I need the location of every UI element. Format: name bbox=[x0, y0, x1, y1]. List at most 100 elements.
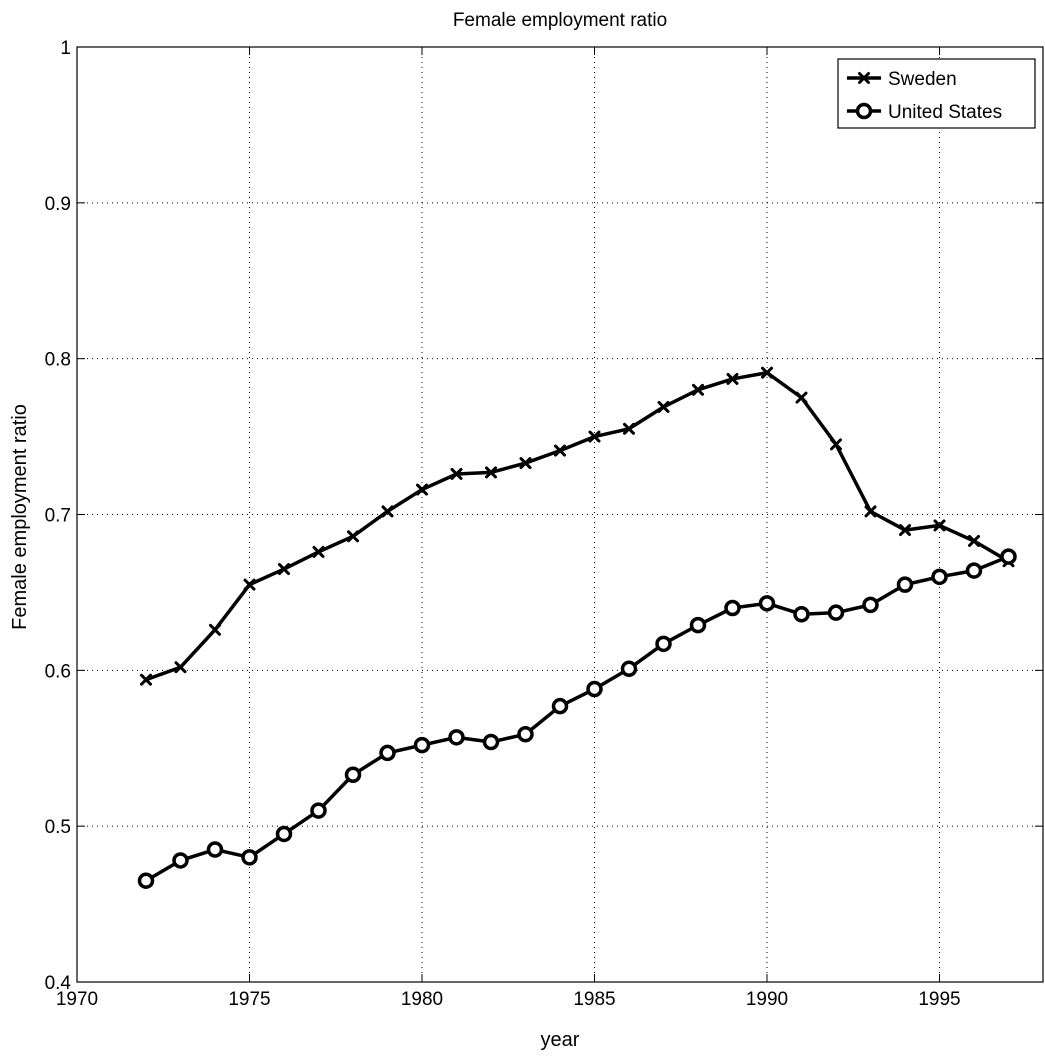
marker-stroke bbox=[278, 563, 290, 576]
data-point-united-states bbox=[724, 599, 741, 617]
y-tick-label: 0.4 bbox=[45, 973, 72, 994]
data-point-sweden bbox=[278, 563, 290, 576]
marker-stroke bbox=[933, 519, 946, 532]
data-point-sweden bbox=[209, 623, 221, 636]
data-point-sweden bbox=[519, 457, 532, 470]
data-point-sweden bbox=[243, 578, 256, 591]
marker-stroke bbox=[657, 400, 670, 413]
data-point-sweden bbox=[830, 438, 842, 451]
marker-stroke bbox=[858, 72, 870, 84]
data-point-sweden bbox=[795, 391, 808, 404]
data-point-sweden bbox=[726, 372, 739, 385]
x-axis-label: year bbox=[541, 1029, 580, 1051]
data-point-sweden bbox=[554, 444, 566, 457]
data-point-sweden bbox=[692, 383, 704, 396]
data-point-sweden bbox=[450, 467, 463, 480]
y-tick-label: 0.6 bbox=[45, 661, 71, 682]
marker-stroke bbox=[174, 661, 187, 674]
data-point-united-states bbox=[379, 744, 396, 762]
data-point-united-states bbox=[655, 635, 672, 653]
legend-box bbox=[837, 58, 1036, 129]
y-tick-label: 0.9 bbox=[45, 194, 71, 215]
marker-stroke bbox=[726, 372, 739, 385]
data-point-united-states bbox=[793, 605, 810, 623]
data-point-sweden bbox=[968, 534, 980, 547]
data-series bbox=[137, 366, 1017, 889]
marker-stroke bbox=[312, 545, 325, 558]
marker-stroke bbox=[243, 578, 256, 591]
y-axis-label: Female employment ratio bbox=[9, 404, 31, 630]
marker-stroke bbox=[830, 438, 842, 451]
series-line-united-states bbox=[145, 554, 1010, 883]
marker-stroke bbox=[623, 422, 635, 435]
legend-entry-united-states: United States bbox=[847, 102, 1002, 123]
marker-stroke bbox=[140, 673, 152, 686]
data-point-united-states bbox=[931, 568, 948, 586]
data-point-united-states bbox=[448, 729, 465, 746]
data-point-united-states bbox=[896, 576, 914, 593]
chart-title: Female employment ratio bbox=[453, 10, 667, 31]
x-tick-label: 1995 bbox=[918, 989, 960, 1010]
marker-stroke bbox=[347, 530, 359, 543]
data-point-sweden bbox=[381, 505, 394, 518]
data-point-sweden bbox=[140, 673, 152, 686]
data-point-sweden bbox=[485, 466, 497, 479]
marker-stroke bbox=[692, 383, 704, 396]
data-point-united-states bbox=[689, 616, 707, 634]
marker-stroke bbox=[519, 457, 532, 470]
legend-marker bbox=[855, 102, 873, 120]
data-point-united-states bbox=[827, 604, 845, 621]
data-point-united-states bbox=[965, 562, 983, 579]
data-point-united-states bbox=[551, 697, 569, 715]
axis-ticks: 1970 1975 1980 1985 1990 1995 0.4 0.5 0.6 0.7 0.8 0… bbox=[45, 38, 1043, 1010]
series-sweden bbox=[140, 366, 1015, 686]
legend: Sweden United States bbox=[837, 58, 1036, 129]
data-point-united-states bbox=[620, 660, 638, 678]
series-line-sweden bbox=[145, 370, 1010, 682]
x-tick-label: 1980 bbox=[401, 989, 443, 1010]
marker-stroke bbox=[588, 430, 601, 443]
legend-label: Sweden bbox=[888, 69, 957, 90]
data-point-sweden bbox=[347, 530, 359, 543]
marker-stroke bbox=[761, 366, 773, 379]
marker-stroke bbox=[209, 623, 221, 636]
data-point-united-states bbox=[758, 595, 776, 612]
legend-label: United States bbox=[888, 102, 1002, 123]
data-point-united-states bbox=[241, 849, 258, 866]
data-point-united-states bbox=[1000, 548, 1017, 565]
y-tick-label: 0.7 bbox=[45, 506, 71, 527]
x-tick-label: 1990 bbox=[746, 989, 788, 1010]
data-point-united-states bbox=[137, 872, 155, 889]
data-point-sweden bbox=[761, 366, 773, 379]
marker-stroke bbox=[416, 483, 428, 496]
x-tick-label: 1970 bbox=[56, 989, 98, 1010]
data-point-sweden bbox=[933, 519, 946, 532]
marker-stroke bbox=[485, 466, 497, 479]
legend-entry-sweden: Sweden bbox=[847, 69, 957, 90]
data-point-sweden bbox=[416, 483, 428, 496]
series-united-states bbox=[137, 548, 1017, 889]
data-point-united-states bbox=[517, 725, 534, 743]
data-point-united-states bbox=[206, 841, 224, 858]
plot-frame bbox=[76, 46, 1044, 983]
data-point-sweden bbox=[864, 505, 877, 518]
data-point-united-states bbox=[862, 596, 879, 614]
marker-stroke bbox=[899, 524, 911, 537]
legend-marker bbox=[858, 72, 870, 84]
data-point-united-states bbox=[413, 736, 431, 754]
x-tick-label: 1985 bbox=[573, 989, 615, 1010]
marker-stroke bbox=[381, 505, 394, 518]
marker-stroke bbox=[554, 444, 566, 457]
data-point-sweden bbox=[174, 661, 187, 674]
x-tick-label: 1975 bbox=[228, 989, 270, 1010]
y-tick-label: 0.5 bbox=[45, 817, 71, 838]
marker-stroke bbox=[795, 391, 808, 404]
data-point-united-states bbox=[275, 825, 293, 843]
data-point-sweden bbox=[657, 400, 670, 413]
grid bbox=[77, 47, 1043, 982]
data-point-sweden bbox=[899, 524, 911, 537]
data-point-sweden bbox=[623, 422, 635, 435]
data-point-sweden bbox=[588, 430, 601, 443]
data-point-united-states bbox=[172, 852, 189, 869]
